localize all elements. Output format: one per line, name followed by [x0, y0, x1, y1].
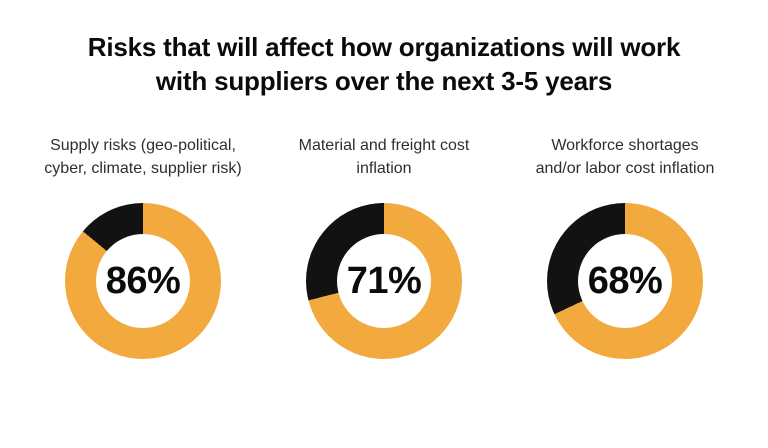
donut-value-supply-risks: 86%: [105, 259, 181, 302]
donut-label-supply-risks: Supply risks (geo-political, cyber, clim…: [44, 134, 241, 180]
donut-label-line: Workforce shortages: [551, 137, 699, 154]
donut-label-material-freight: Material and freight cost inflation: [299, 134, 470, 180]
donut-label-line: cyber, climate, supplier risk): [44, 160, 242, 177]
donut-label-workforce: Workforce shortages and/or labor cost in…: [536, 134, 715, 180]
donut-label-line: and/or labor cost inflation: [535, 160, 715, 177]
donut-label-line: Supply risks (geo-political,: [50, 137, 236, 154]
donut-value-workforce: 68%: [587, 259, 663, 302]
donut-chart-supply-risks: 86%: [65, 203, 221, 359]
donut-hole: 68%: [578, 234, 672, 328]
donut-hole: 71%: [337, 234, 431, 328]
donut-value-material-freight: 71%: [346, 259, 422, 302]
donut-column-material-freight: Material and freight cost inflation 71%: [264, 134, 504, 359]
donut-column-supply-risks: Supply risks (geo-political, cyber, clim…: [23, 134, 263, 359]
chart-title-line-1: Risks that will affect how organizations…: [87, 32, 681, 62]
donut-label-line: Material and freight cost: [298, 137, 470, 154]
donut-chart-material-freight: 71%: [306, 203, 462, 359]
donut-column-workforce: Workforce shortages and/or labor cost in…: [505, 134, 745, 359]
chart-title-line-2: with suppliers over the next 3-5 years: [155, 66, 613, 96]
donut-label-line: inflation: [356, 160, 412, 177]
donut-charts-row: Supply risks (geo-political, cyber, clim…: [23, 134, 745, 359]
chart-title: Risks that will affect how organizations…: [44, 30, 724, 98]
donut-chart-workforce: 68%: [547, 203, 703, 359]
donut-hole: 86%: [96, 234, 190, 328]
